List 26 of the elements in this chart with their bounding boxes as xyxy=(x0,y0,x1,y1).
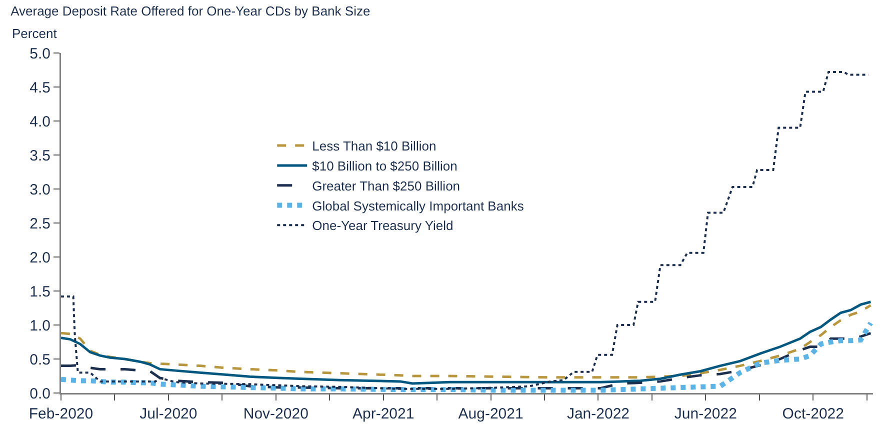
x-tick-label: Jan-2022 xyxy=(566,406,630,422)
legend-label: Greater Than $250 Billion xyxy=(312,178,460,194)
legend-label: $10 Billion to $250 Billion xyxy=(312,158,458,174)
y-tick-label: 1.5 xyxy=(30,283,50,300)
chart-title: Average Deposit Rate Offered for One-Year CDs by Bank Size xyxy=(10,4,370,19)
legend-label: One-Year Treasury Yield xyxy=(312,218,454,234)
y-tick-label: 2.0 xyxy=(30,249,50,266)
x-tick-label: Feb-2020 xyxy=(28,406,94,422)
y-tick-label: 3.5 xyxy=(30,147,50,164)
x-tick-label: Nov-2020 xyxy=(243,406,308,422)
x-tick-label: Oct-2022 xyxy=(782,406,844,422)
y-tick-label: 4.0 xyxy=(30,113,50,130)
legend-label: Global Systemically Important Banks xyxy=(312,198,524,214)
y-tick-label: 1.0 xyxy=(30,317,50,334)
y-tick-label: 3.0 xyxy=(30,181,50,198)
x-tick-label: Apr-2021 xyxy=(352,406,414,422)
y-tick-label: 0.5 xyxy=(30,351,50,368)
x-tick-label: Aug-2021 xyxy=(458,406,524,422)
y-tick-label: 2.5 xyxy=(30,215,50,232)
legend-label: Less Than $10 Billion xyxy=(312,138,436,154)
y-axis-title: Percent xyxy=(12,26,58,41)
y-tick-label: 4.5 xyxy=(30,79,50,96)
y-tick-label: 5.0 xyxy=(30,45,50,62)
x-tick-label: Jul-2020 xyxy=(140,406,198,422)
x-tick-label: Jun-2022 xyxy=(674,406,737,422)
y-tick-label: 0.0 xyxy=(30,385,50,402)
